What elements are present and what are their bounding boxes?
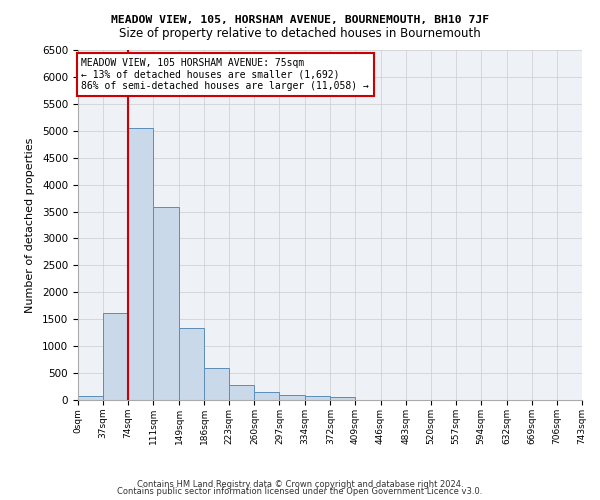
Bar xyxy=(78,396,103,400)
Bar xyxy=(305,396,331,400)
Bar xyxy=(128,128,153,400)
Text: MEADOW VIEW, 105 HORSHAM AVENUE: 75sqm
← 13% of detached houses are smaller (1,6: MEADOW VIEW, 105 HORSHAM AVENUE: 75sqm ←… xyxy=(82,58,369,92)
Bar xyxy=(103,313,128,400)
Bar xyxy=(153,207,179,400)
Bar xyxy=(229,386,254,400)
Text: MEADOW VIEW, 105, HORSHAM AVENUE, BOURNEMOUTH, BH10 7JF: MEADOW VIEW, 105, HORSHAM AVENUE, BOURNE… xyxy=(111,15,489,25)
Bar xyxy=(254,392,280,400)
Text: Size of property relative to detached houses in Bournemouth: Size of property relative to detached ho… xyxy=(119,28,481,40)
Y-axis label: Number of detached properties: Number of detached properties xyxy=(25,138,35,312)
Text: Contains HM Land Registry data © Crown copyright and database right 2024.: Contains HM Land Registry data © Crown c… xyxy=(137,480,463,489)
Bar xyxy=(204,368,229,400)
Bar xyxy=(179,328,204,400)
Bar xyxy=(280,394,305,400)
Text: Contains public sector information licensed under the Open Government Licence v3: Contains public sector information licen… xyxy=(118,487,482,496)
Bar xyxy=(331,398,355,400)
